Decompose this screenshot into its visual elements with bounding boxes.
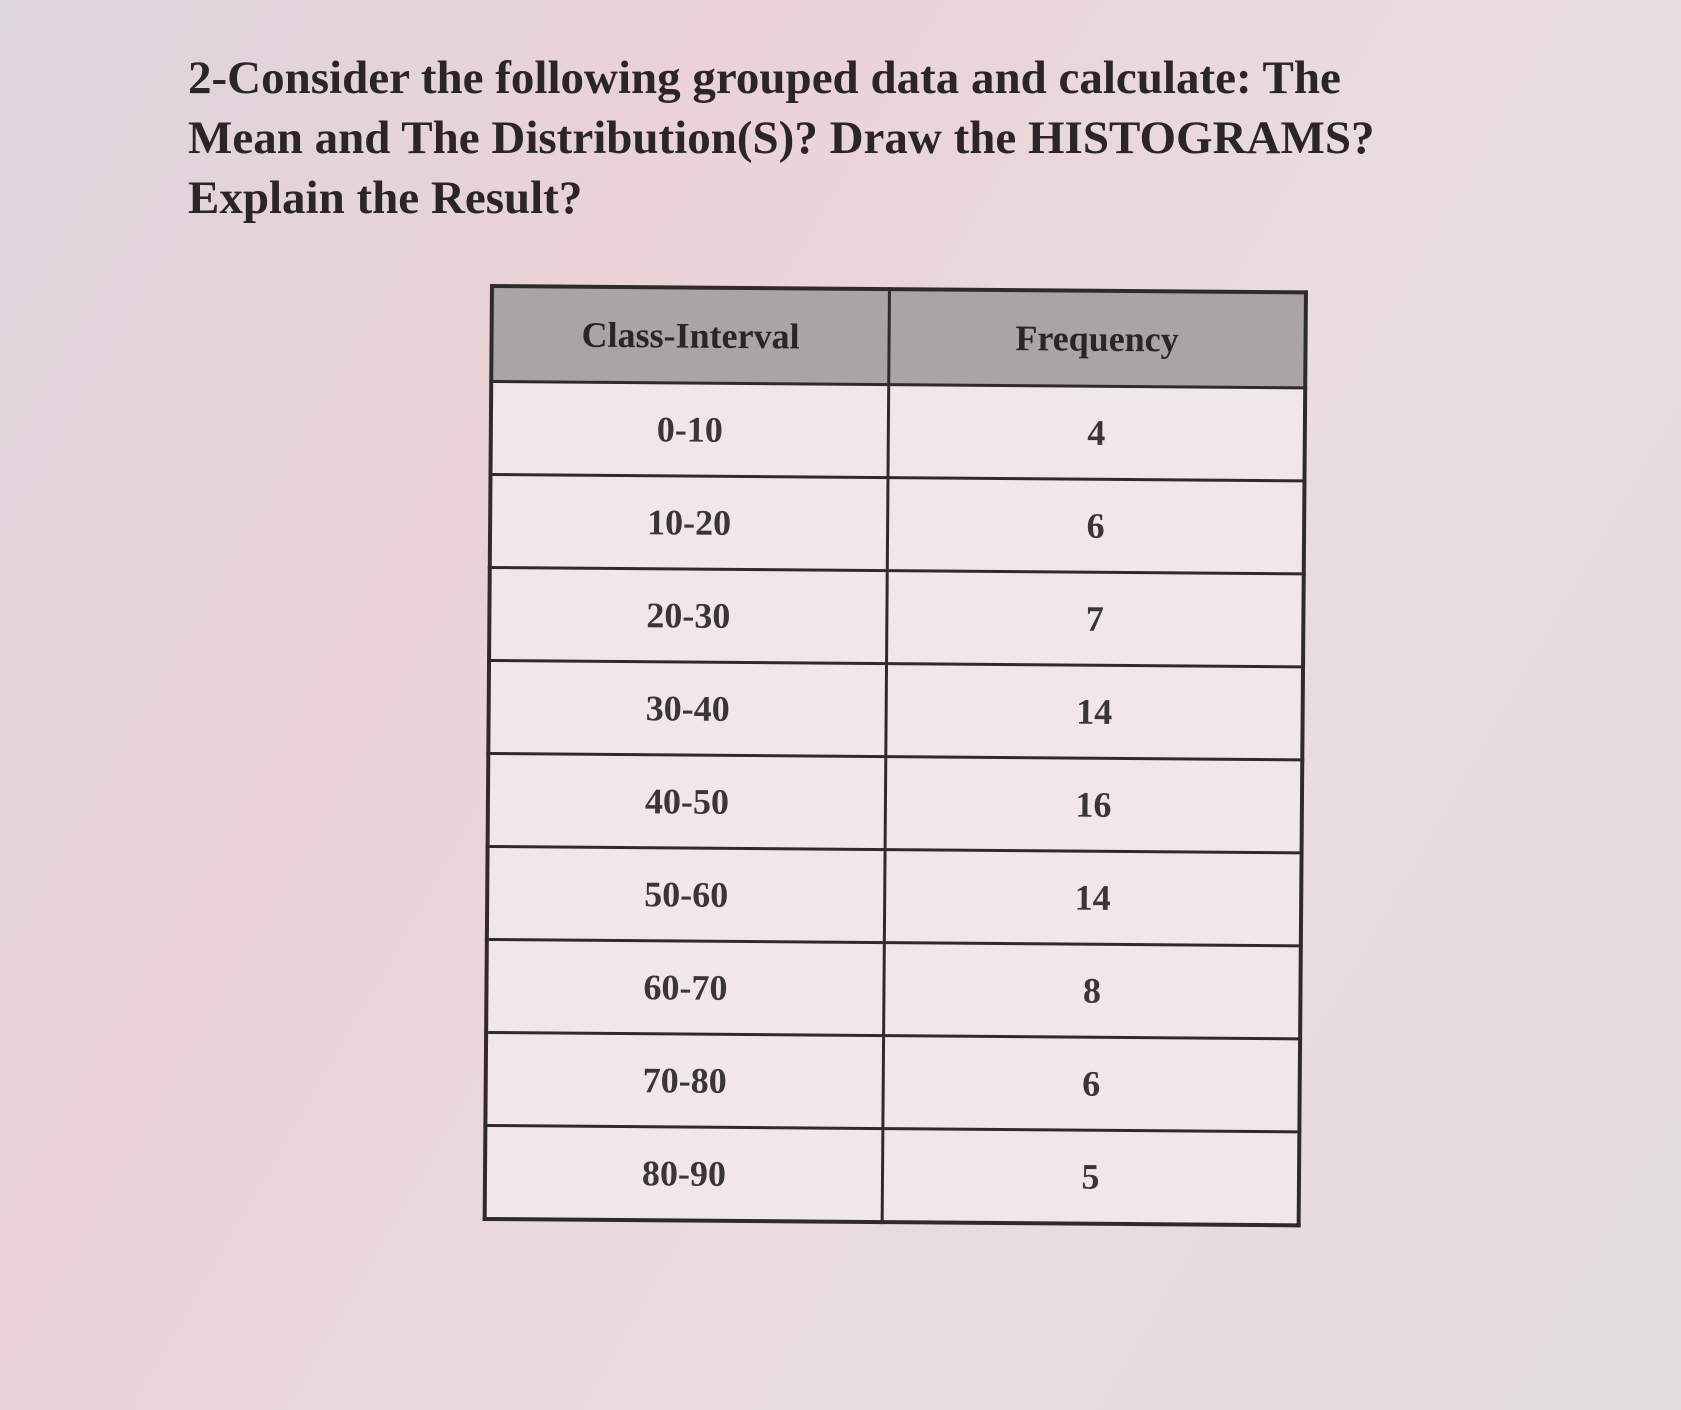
question-line: Mean and The Distribution(S)? Draw the H… [188,112,1375,164]
table-row: 0-10 4 [490,381,1306,481]
header-cell: Class-Interval [491,286,890,385]
header-cell: Frequency [888,289,1306,388]
class-interval-cell: 40-50 [487,753,886,850]
frequency-cell: 7 [886,570,1304,667]
frequency-cell: 4 [887,384,1306,481]
question-line: 2-Consider the following grouped data an… [188,52,1341,104]
table-row: 70-80 6 [485,1032,1301,1132]
frequency-cell: 14 [884,849,1302,946]
table-row: 40-50 16 [487,753,1303,853]
class-interval-cell: 70-80 [485,1032,884,1129]
header-row: Class-Interval Frequency [491,286,1306,388]
table-row: 30-40 14 [488,660,1304,760]
class-interval-cell: 60-70 [486,939,885,1036]
table-row: 60-70 8 [486,939,1301,1039]
table-row: 50-60 14 [486,846,1302,946]
table-body: 0-10 4 10-20 6 20-30 7 30-40 14 40-50 16 50-60 14 60… [484,381,1306,1226]
frequency-cell: 5 [882,1128,1300,1226]
class-interval-cell: 50-60 [486,846,886,943]
frequency-cell: 16 [885,756,1303,853]
question: 2-Consider the following grouped data an… [188,48,1374,228]
frequency-cell: 14 [885,663,1304,760]
data-table: Class-Interval Frequency 0-10 4 10-20 6 20-3… [482,284,1308,1228]
question-line: Explain the Result? [188,172,583,224]
class-interval-cell: 30-40 [488,660,887,757]
frequency-cell: 8 [883,942,1301,1039]
table-row: 10-20 6 [489,474,1305,574]
class-interval-cell: 0-10 [490,381,889,478]
table-row: 20-30 7 [489,567,1304,667]
class-interval-cell: 20-30 [489,567,888,664]
class-interval-cell: 10-20 [489,474,888,571]
table-row: 80-90 5 [484,1125,1300,1226]
frequency-cell: 6 [882,1035,1301,1132]
frequency-cell: 6 [887,477,1305,574]
class-interval-cell: 80-90 [484,1125,883,1223]
